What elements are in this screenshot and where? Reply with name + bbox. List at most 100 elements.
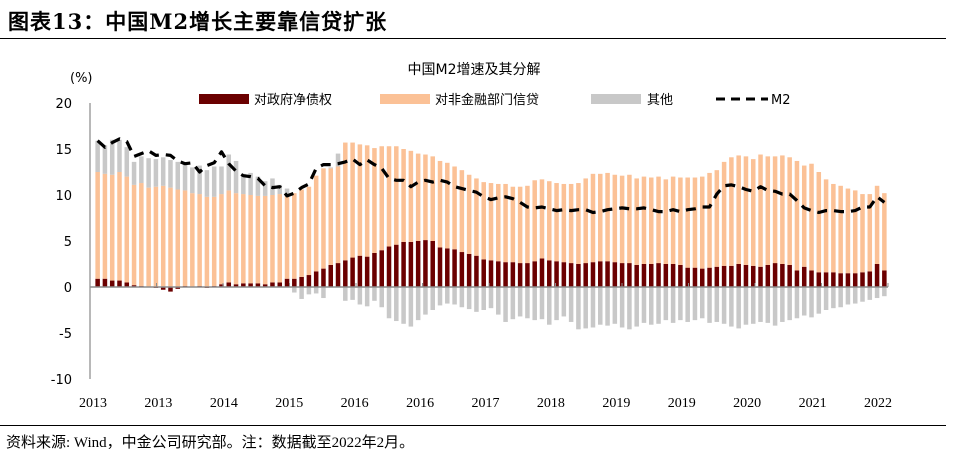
bar-gov-claims	[598, 261, 603, 287]
bar-gov-claims	[612, 262, 618, 287]
bar-credit	[204, 196, 210, 287]
bar-gov-claims	[510, 262, 516, 287]
bar-credit	[357, 144, 363, 256]
bar-gov-claims	[605, 261, 610, 287]
bar-other	[95, 140, 100, 172]
legend-label-credit: 对非金融部门信贷	[435, 92, 539, 108]
bar-gov-claims	[357, 255, 363, 287]
bar-gov-claims	[415, 241, 421, 287]
bar-credit	[539, 179, 545, 259]
bar-gov-claims	[437, 247, 443, 287]
bar-gov-claims	[656, 263, 661, 287]
bar-gov-claims	[299, 276, 304, 287]
bar-other	[663, 287, 669, 321]
bar-gov-claims	[335, 263, 341, 287]
bar-gov-claims	[721, 265, 727, 287]
bar-gov-claims	[692, 267, 698, 287]
bar-credit	[721, 161, 727, 266]
bar-credit	[233, 193, 239, 285]
bar-other	[313, 287, 319, 294]
bar-credit	[255, 195, 261, 284]
x-tick-label: 2013	[79, 396, 107, 411]
bar-other	[714, 287, 720, 322]
bar-credit	[488, 183, 494, 261]
bar-other	[175, 161, 181, 190]
bar-other	[517, 287, 523, 317]
bar-credit	[568, 183, 574, 264]
bar-credit	[590, 173, 596, 263]
bar-gov-claims	[343, 260, 348, 287]
bar-gov-claims	[175, 287, 181, 289]
bar-gov-claims	[816, 272, 822, 287]
bar-credit	[532, 180, 537, 262]
bar-credit	[102, 173, 108, 279]
bar-gov-claims	[233, 284, 239, 287]
bar-credit	[437, 160, 443, 248]
bar-other	[780, 287, 785, 322]
bar-credit	[175, 189, 181, 287]
bar-gov-claims	[568, 263, 574, 287]
bar-gov-claims	[809, 270, 814, 287]
bar-gov-claims	[117, 280, 122, 287]
bar-gov-claims	[860, 272, 865, 287]
bar-gov-claims	[699, 268, 705, 287]
bar-other	[357, 287, 363, 305]
x-tick-label: 2013	[144, 396, 172, 411]
bar-gov-claims	[262, 284, 268, 287]
bar-credit	[882, 193, 887, 271]
bar-other	[867, 287, 873, 300]
bar-gov-claims	[313, 271, 319, 287]
bar-other	[729, 287, 734, 327]
bar-credit	[284, 195, 290, 279]
bar-credit	[321, 168, 326, 269]
bar-gov-claims	[95, 278, 100, 287]
bar-credit	[838, 185, 843, 274]
bar-other	[190, 167, 195, 194]
bar-credit	[146, 187, 151, 287]
bar-other	[685, 287, 690, 322]
bar-gov-claims	[831, 272, 836, 287]
bar-other	[430, 287, 435, 310]
bar-gov-claims	[401, 241, 406, 287]
bar-other	[772, 287, 778, 326]
bar-other	[532, 287, 537, 321]
chart-title: 中国M2增速及其分解	[408, 62, 541, 78]
x-tick-label: 2019	[668, 396, 696, 411]
legend-swatch-gov	[199, 94, 249, 104]
bar-credit	[372, 148, 377, 253]
bar-other	[561, 287, 567, 317]
bar-gov-claims	[160, 287, 166, 290]
bar-credit	[430, 156, 435, 241]
bar-gov-claims	[328, 264, 334, 287]
bar-credit	[525, 185, 530, 264]
bar-gov-claims	[270, 282, 275, 287]
y-axis-unit: (%)	[70, 71, 93, 86]
bar-other	[401, 287, 406, 324]
bar-other	[634, 287, 639, 327]
bar-gov-claims	[241, 283, 246, 287]
bar-gov-claims	[131, 285, 137, 287]
x-tick-label: 2019	[602, 396, 630, 411]
bar-credit	[714, 170, 720, 267]
bar-other	[568, 287, 574, 322]
bar-credit	[379, 146, 384, 251]
bar-credit	[816, 172, 822, 273]
bar-other	[364, 287, 370, 307]
legend-swatch-credit	[380, 94, 430, 104]
bar-credit	[190, 193, 195, 287]
bar-credit	[699, 176, 705, 269]
bar-gov-claims	[685, 267, 690, 287]
bar-credit	[415, 153, 421, 241]
bar-other	[277, 184, 283, 195]
bar-credit	[561, 183, 567, 263]
bar-other	[219, 166, 224, 195]
bar-other	[343, 287, 348, 301]
bar-gov-claims	[386, 246, 392, 287]
bar-gov-claims	[452, 249, 457, 287]
y-tick-label: 15	[55, 143, 72, 158]
bar-credit	[401, 149, 406, 242]
bar-credit	[772, 156, 778, 264]
bar-credit	[445, 162, 450, 249]
bar-gov-claims	[503, 262, 508, 287]
y-tick-label: -10	[51, 373, 72, 388]
